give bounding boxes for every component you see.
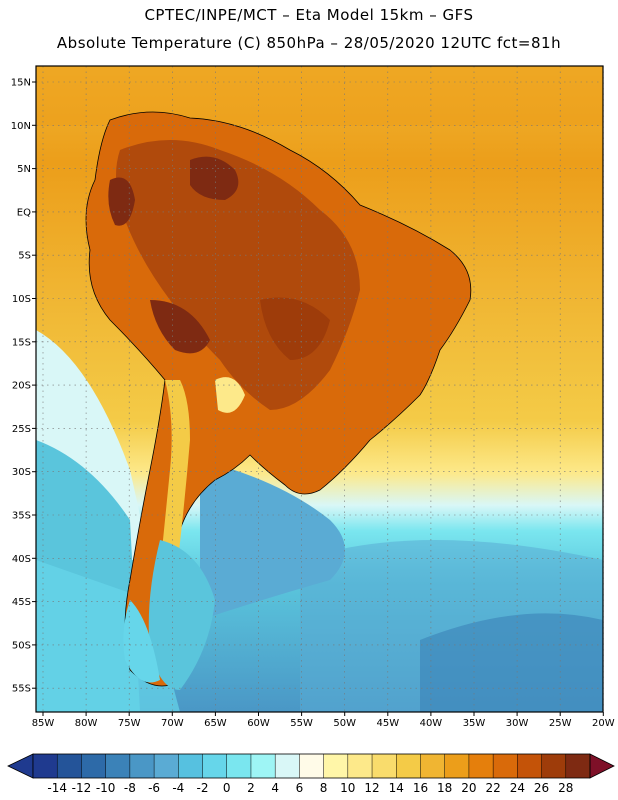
- colorbar-swatch: [33, 754, 58, 778]
- lon-label: 55W: [290, 718, 313, 729]
- colorbar-label: -8: [124, 781, 136, 795]
- lat-label: 50S: [12, 640, 31, 651]
- colorbar-swatch: [299, 754, 325, 778]
- lon-label: 45W: [376, 718, 399, 729]
- axis-tick-labels: 85W 80W 75W 70W 65W 60W 55W 50W 45W 40W 35W 30W 25W 2…: [11, 78, 615, 730]
- colorbar-label: -12: [72, 781, 92, 795]
- colorbar-high-arrow: [589, 753, 615, 779]
- colorbar-swatch: [541, 754, 567, 778]
- colorbar-swatch: [565, 754, 591, 778]
- lat-label: 15N: [11, 78, 31, 89]
- colorbar-swatch: [372, 754, 397, 778]
- colorbar-label: 28: [558, 781, 573, 795]
- lat-label: 45S: [12, 597, 31, 608]
- lat-label: 25S: [12, 424, 31, 435]
- colorbar-label: 0: [223, 781, 231, 795]
- central-brazil-hot-area: [260, 297, 330, 360]
- colorbar-label: -4: [172, 781, 184, 795]
- lon-label: 65W: [204, 718, 227, 729]
- lon-label: 40W: [420, 718, 443, 729]
- lat-label: 55S: [12, 684, 31, 695]
- colorbar-label: 24: [510, 781, 525, 795]
- paraguay-cool-area: [215, 377, 245, 413]
- colorbar-swatch: [323, 754, 349, 778]
- colorbar-low-arrow: [7, 753, 34, 779]
- lat-label: 20S: [12, 381, 31, 392]
- bolivia-very-hot-area: [150, 300, 210, 354]
- lon-label: 20W: [592, 718, 615, 729]
- colorbar-swatch: [57, 754, 82, 778]
- colorbar-label: 6: [296, 781, 304, 795]
- colorbar-swatch: [250, 754, 276, 778]
- lon-label: 85W: [32, 718, 55, 729]
- colorbar-label: 12: [364, 781, 379, 795]
- lat-label: 35S: [12, 511, 31, 522]
- lat-label: 5S: [18, 251, 31, 262]
- colorbar-label: 2: [247, 781, 255, 795]
- lat-label: 40S: [12, 554, 31, 565]
- colorbar-label: 14: [389, 781, 404, 795]
- colorbar-label: -10: [96, 781, 116, 795]
- colorbar-swatch: [468, 754, 494, 778]
- lon-label: 50W: [333, 718, 356, 729]
- colorbar-swatch: [178, 754, 204, 778]
- colorbar-swatch: [444, 754, 470, 778]
- venezuela-very-hot-area: [190, 156, 239, 200]
- colorbar-label: -2: [197, 781, 209, 795]
- colorbar-swatch: [493, 754, 518, 778]
- colorbar-swatch: [420, 754, 446, 778]
- colorbar-label: 8: [320, 781, 328, 795]
- colorbar-swatch: [202, 754, 228, 778]
- lon-label: 80W: [75, 718, 98, 729]
- colorbar-swatch: [347, 754, 373, 778]
- lon-label: 30W: [506, 718, 529, 729]
- colorbar: -14 -12 -10 -8 -6 -4 -2 0 2 4 6 8 10 12 14 16 18 20 22 24 26…: [7, 753, 615, 795]
- lon-label: 35W: [463, 718, 486, 729]
- southeast-colder-area: [420, 613, 603, 712]
- colorbar-label: 10: [340, 781, 355, 795]
- atlantic-cold-tongue: [200, 460, 345, 620]
- lon-label: 25W: [549, 718, 572, 729]
- patagonia-cold-area: [148, 540, 215, 690]
- map-field: [36, 66, 603, 712]
- colorbar-swatch: [129, 754, 155, 778]
- colorbar-label: 4: [271, 781, 279, 795]
- lon-label: 60W: [247, 718, 270, 729]
- lat-label: 5N: [17, 164, 31, 175]
- colorbar-label: -6: [148, 781, 160, 795]
- lat-label: 30S: [12, 467, 31, 478]
- colorbar-label: 16: [413, 781, 428, 795]
- title-line-1: CPTEC/INPE/MCT – Eta Model 15km – GFS: [144, 6, 474, 24]
- map-frame: [35, 65, 604, 713]
- lon-label: 70W: [161, 718, 184, 729]
- colorbar-label: 26: [534, 781, 549, 795]
- lat-label: 10N: [11, 121, 31, 132]
- colorbar-swatch: [81, 754, 107, 778]
- colorbar-label: 18: [437, 781, 452, 795]
- colombia-very-hot-area: [108, 177, 135, 226]
- lat-label: 15S: [12, 337, 31, 348]
- colorbar-label: 20: [461, 781, 476, 795]
- colorbar-swatch: [154, 754, 179, 778]
- colorbar-label: 22: [485, 781, 500, 795]
- colorbar-swatch: [226, 754, 252, 778]
- colorbar-swatch: [396, 754, 421, 778]
- chile-south-cold-area: [123, 600, 160, 683]
- lat-lon-grid: [36, 66, 604, 712]
- colorbar-label: -14: [47, 781, 67, 795]
- colorbar-swatch: [275, 754, 300, 778]
- colorbar-swatch: [517, 754, 543, 778]
- colorbar-swatch: [105, 754, 131, 778]
- lat-label: EQ: [17, 207, 31, 218]
- lat-label: 10S: [12, 294, 31, 305]
- lon-label: 75W: [118, 718, 141, 729]
- colorbar-frame: [32, 753, 591, 779]
- title-line-2: Absolute Temperature (C) 850hPa – 28/05/…: [56, 34, 562, 52]
